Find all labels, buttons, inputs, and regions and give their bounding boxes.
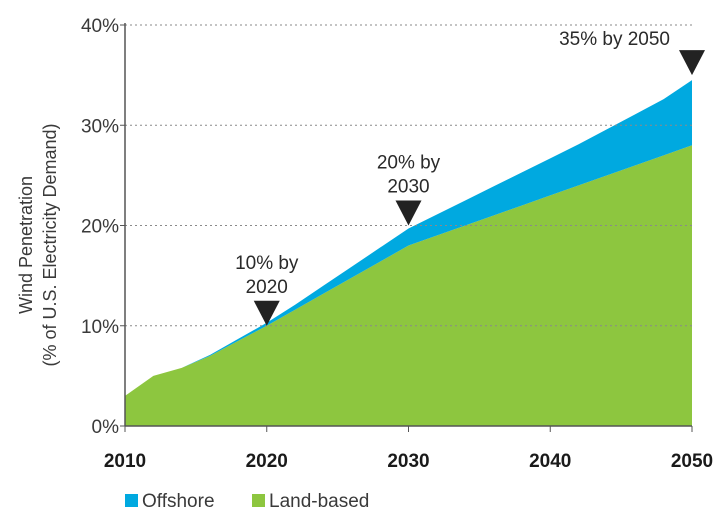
legend-swatch-offshore (125, 494, 138, 507)
y-tick-label: 40% (81, 16, 119, 37)
area-land-based (125, 145, 692, 427)
legend-swatch-land-based (252, 494, 265, 507)
milestone-marker-icon (395, 200, 422, 226)
legend-label-land-based: Land-based (269, 491, 369, 512)
y-tick-label: 10% (81, 317, 119, 338)
y-tick-label: 20% (81, 217, 119, 238)
legend-label-offshore: Offshore (142, 491, 215, 512)
y-axis-title-line2: (% of U.S. Electricity Demand) (40, 123, 60, 366)
x-tick-label: 2030 (387, 451, 429, 472)
milestone-marker-icon (253, 300, 280, 326)
y-tick-label: 30% (81, 116, 119, 137)
x-tick-label: 2050 (671, 451, 713, 472)
milestone-label: 20% by (377, 153, 441, 174)
x-tick-label: 2040 (529, 451, 571, 472)
y-tick-label: 0% (92, 417, 120, 438)
x-tick-label: 2020 (246, 451, 288, 472)
annotations: 10% by 2020 20% by 2030 35% by 2050 (235, 29, 705, 326)
x-tick-label: 2010 (104, 451, 146, 472)
milestone-label: 10% by (235, 253, 299, 274)
area-offshore (125, 80, 692, 396)
y-axis-title: Wind Penetration (% of U.S. Electricity … (16, 123, 60, 366)
y-axis-title-line1: Wind Penetration (16, 176, 36, 314)
milestone-label: 2030 (387, 177, 429, 198)
milestone-label: 35% by 2050 (559, 29, 670, 50)
legend: Offshore Land-based (125, 491, 369, 512)
tick-labels: 0% 10% 20% 30% 40% 2010 2020 2030 2040 2050 (81, 16, 713, 472)
plot-area (125, 80, 692, 427)
milestone-label: 2020 (246, 277, 288, 298)
milestone-marker-icon (679, 50, 705, 76)
